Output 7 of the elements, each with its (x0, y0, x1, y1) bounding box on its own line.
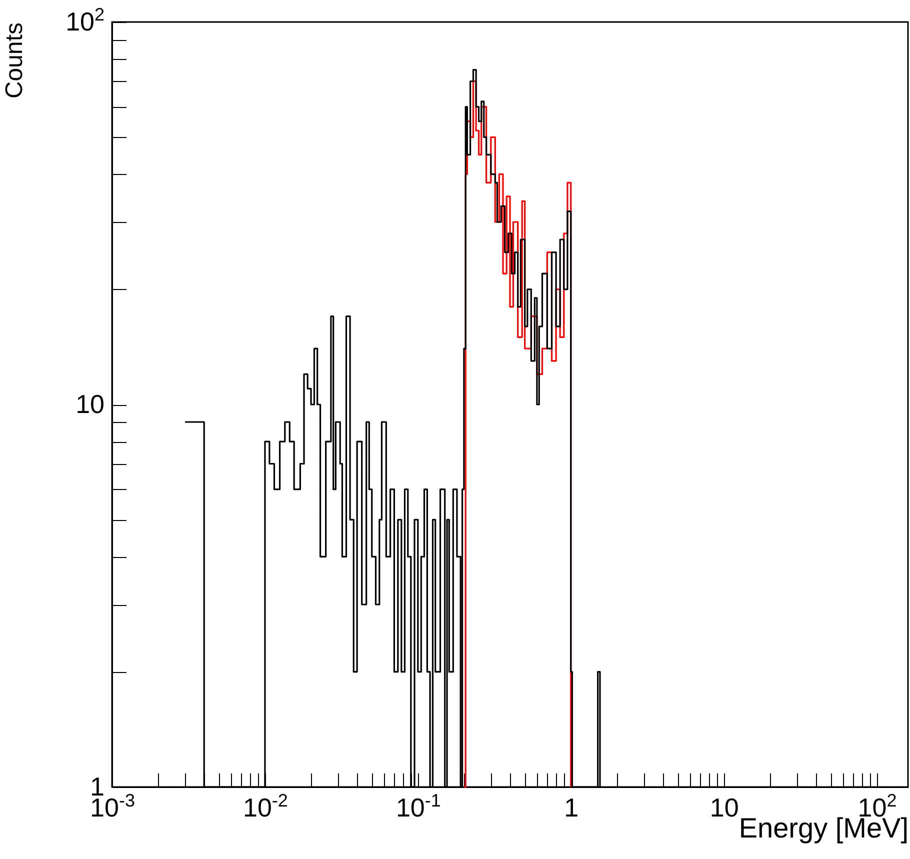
y-tick-label: 10$^{2}$ (66, 4, 104, 36)
x-tick-label: 1 (564, 792, 579, 822)
y-tick-label: 10 (76, 389, 104, 419)
x-tick-label: 10$^{-2}$ (242, 790, 288, 822)
x-tick-label: 10$^{-1}$ (396, 790, 441, 822)
x-tick-label: 10 (710, 792, 739, 822)
y-axis-title: Counts (0, 22, 28, 99)
